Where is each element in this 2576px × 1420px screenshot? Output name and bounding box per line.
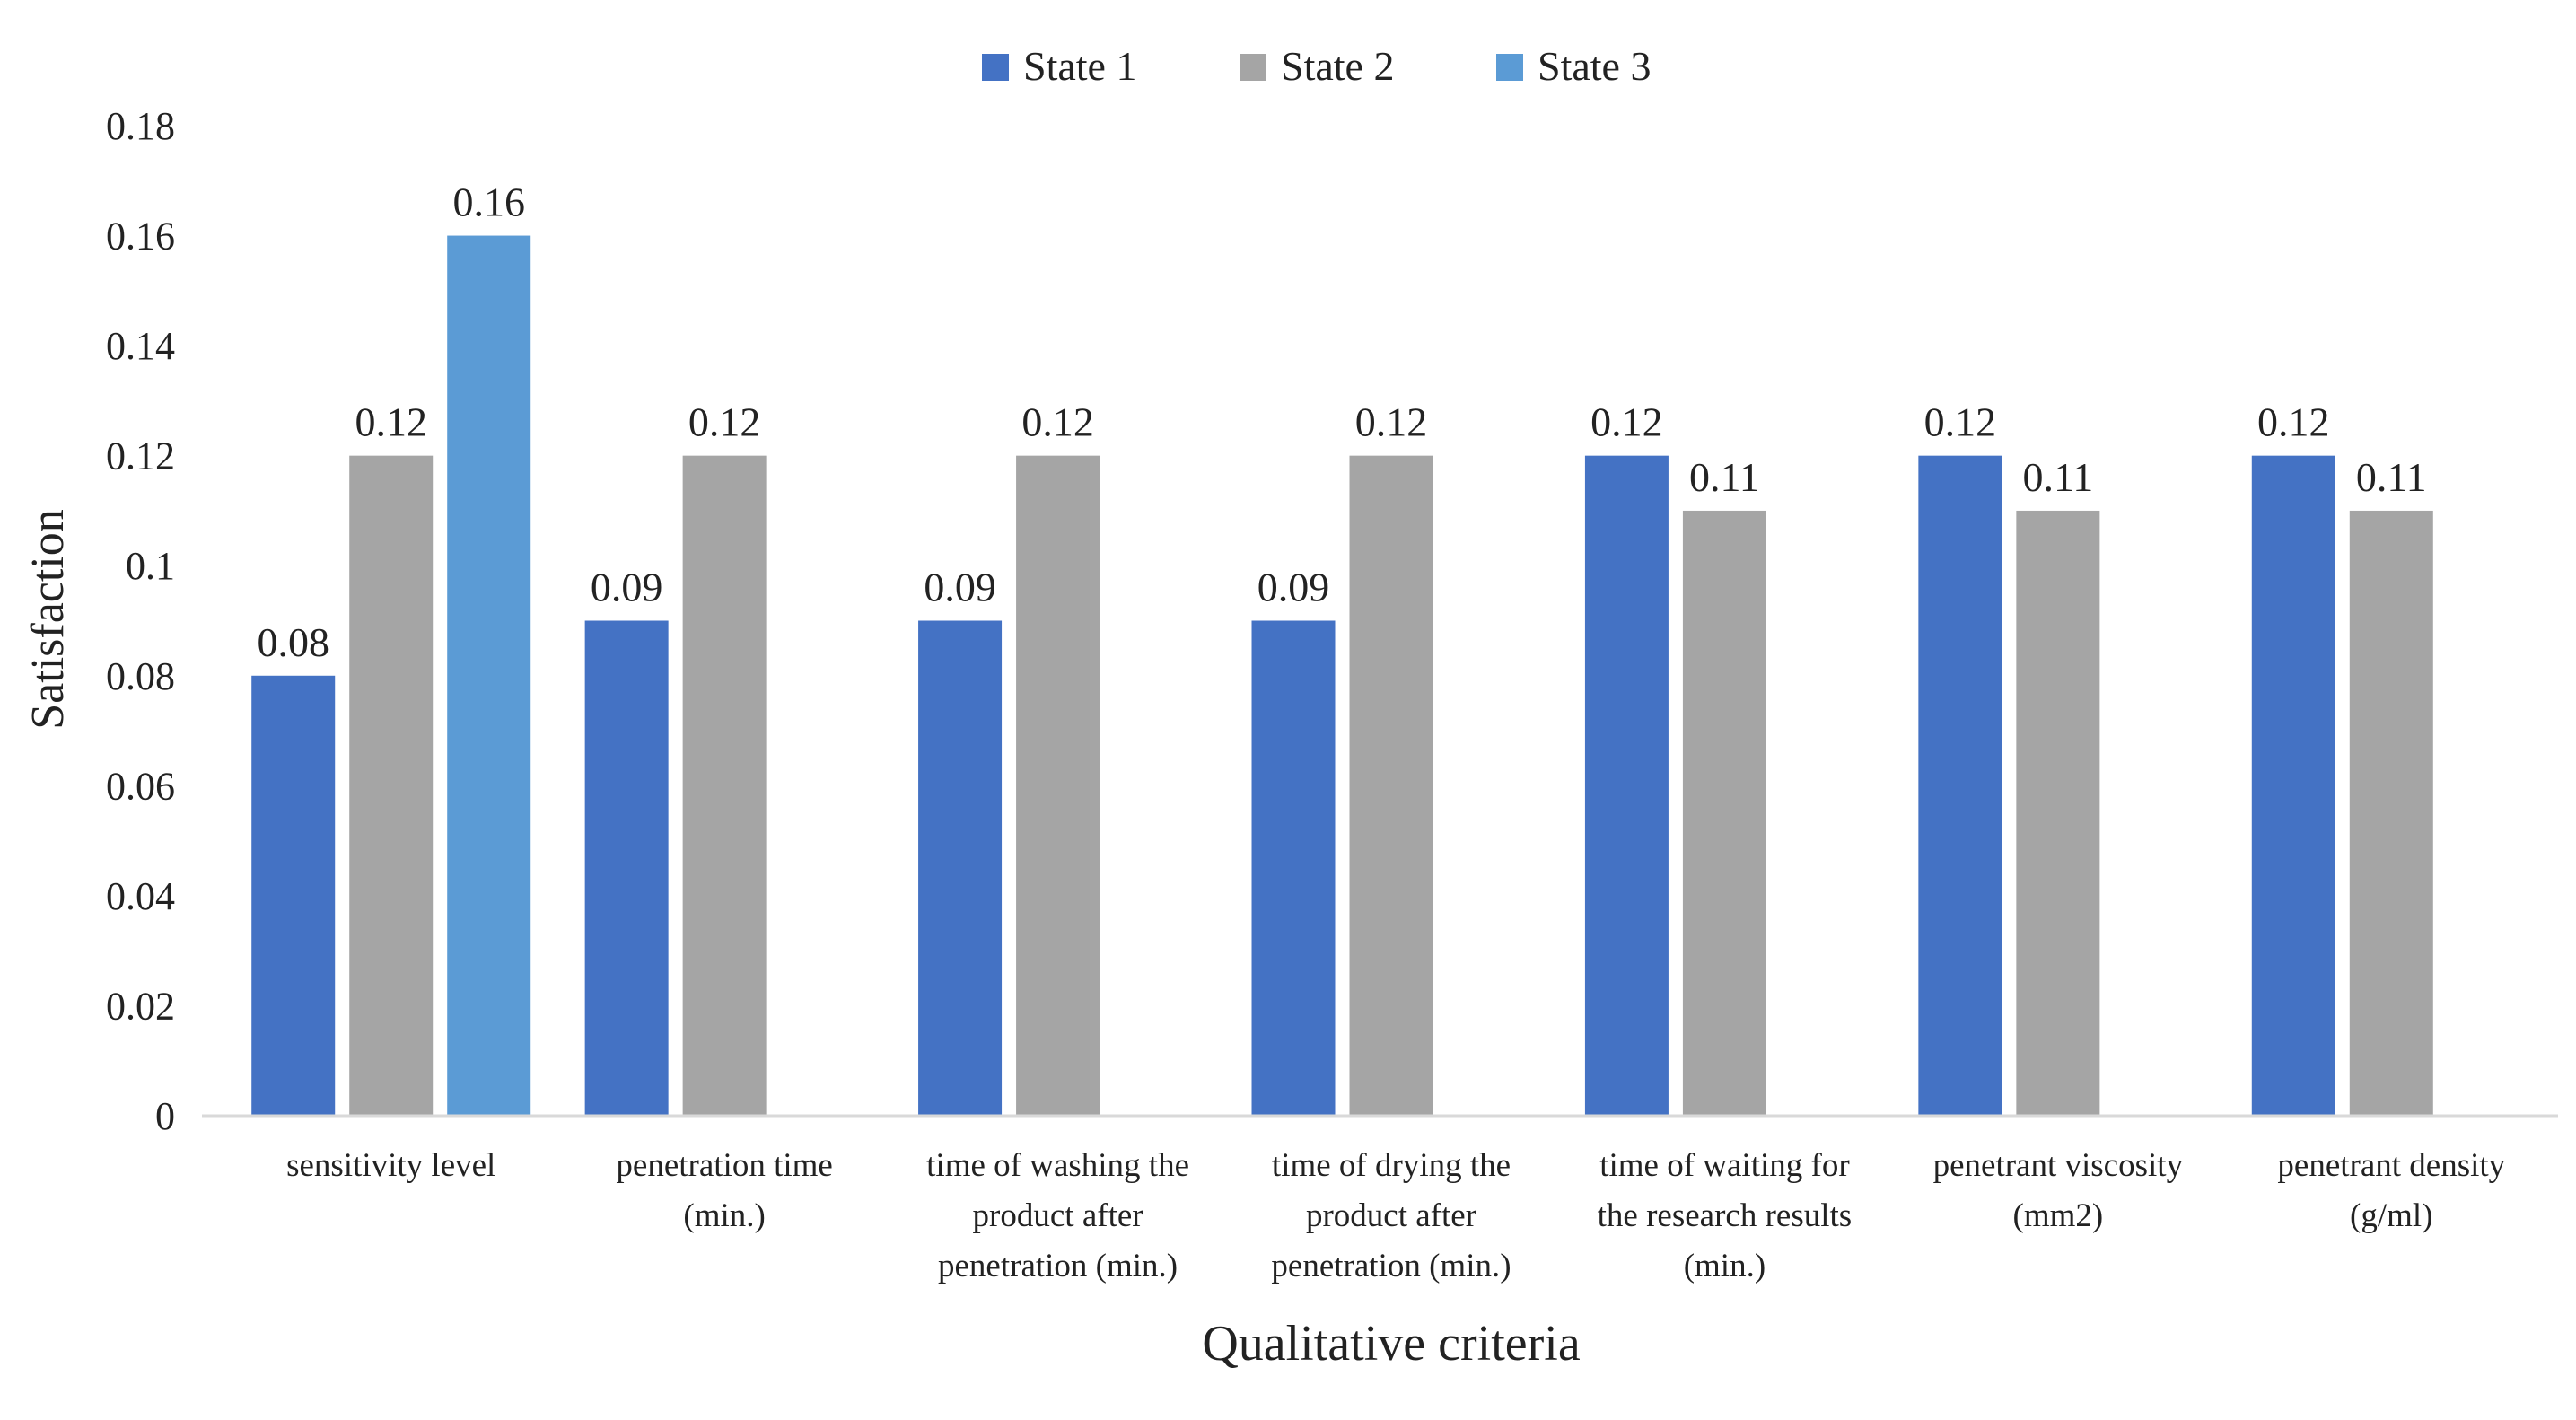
y-tick-label: 0.16 (106, 215, 175, 259)
x-tick-label: penetration time (min.) (616, 1147, 832, 1234)
x-tick-label: time of drying the product after penetrati… (1271, 1147, 1511, 1284)
y-tick-label: 0.14 (106, 324, 175, 368)
y-tick-label: 0.04 (106, 874, 175, 918)
legend-swatch (1496, 54, 1523, 81)
data-label: 0.12 (1924, 399, 1997, 445)
x-axis-title: Qualitative criteria (1202, 1316, 1580, 1372)
y-tick-label: 0.12 (106, 434, 175, 478)
x-tick-label: time of waiting for the research results(… (1598, 1147, 1853, 1284)
y-tick-label: 0.08 (106, 654, 175, 698)
bar-state-2 (2349, 510, 2433, 1116)
bars (251, 235, 2433, 1117)
y-tick-label: 0.06 (106, 764, 175, 808)
y-tick-label: 0.02 (106, 984, 175, 1028)
bar-state-2 (1349, 455, 1433, 1117)
data-label: 0.09 (1257, 565, 1330, 610)
data-label: 0.12 (688, 399, 761, 445)
data-label: 0.09 (591, 565, 663, 610)
data-label: 0.16 (452, 180, 525, 225)
bar-state-1 (918, 620, 1003, 1116)
bar-state-3 (447, 235, 531, 1116)
y-tick-label: 0.1 (126, 544, 175, 588)
x-tick-label: time of washing the product after penetrat… (926, 1147, 1189, 1284)
data-labels: 0.08 0.12 0.16 0.09 0.12 0.09 0.12 0.09 0.12 0.12… (257, 180, 2426, 665)
y-tick-label: 0 (155, 1094, 175, 1138)
bar-state-2 (682, 455, 767, 1117)
data-label: 0.12 (2257, 399, 2330, 445)
data-label: 0.11 (2356, 454, 2427, 500)
data-label: 0.12 (1590, 399, 1663, 445)
legend-swatch (1240, 54, 1266, 81)
bar-state-1 (251, 675, 336, 1116)
data-label: 0.12 (1021, 399, 1094, 445)
bar-state-1 (2251, 455, 2335, 1117)
x-tick-label: sensitivity level (286, 1147, 495, 1184)
bar-state-2 (349, 455, 434, 1117)
data-label: 0.11 (2022, 454, 2093, 500)
bar-state-2 (2016, 510, 2100, 1116)
x-tick-label: penetrant density (g/ml) (2277, 1147, 2505, 1234)
bar-state-2 (1682, 510, 1766, 1116)
bar-state-1 (1584, 455, 1669, 1117)
bar-state-1 (1918, 455, 2002, 1117)
bar-state-2 (1016, 455, 1100, 1117)
y-axis-title: Satisfaction (22, 509, 74, 730)
data-label: 0.09 (924, 565, 996, 610)
bar-state-1 (1251, 620, 1336, 1116)
data-label: 0.12 (355, 399, 427, 445)
legend-label: State 1 (1023, 43, 1136, 89)
legend-swatch (982, 54, 1009, 81)
data-label: 0.11 (1689, 454, 1760, 500)
data-label: 0.08 (257, 619, 329, 665)
y-tick-label: 0.18 (106, 104, 175, 148)
y-axis: 0 0.02 0.04 0.06 0.08 0.1 0.12 0.14 0.16 0.18 (106, 104, 175, 1138)
data-label: 0.12 (1355, 399, 1428, 445)
bar-state-1 (584, 620, 669, 1116)
legend: State 1 State 2 State 3 (982, 43, 1651, 89)
x-tick-label: penetrant viscosity (mm2) (1933, 1147, 2184, 1234)
x-axis: sensitivity level penetration time (min.) t… (202, 1114, 2558, 1284)
legend-label: State 3 (1538, 43, 1651, 89)
legend-label: State 2 (1281, 43, 1394, 89)
